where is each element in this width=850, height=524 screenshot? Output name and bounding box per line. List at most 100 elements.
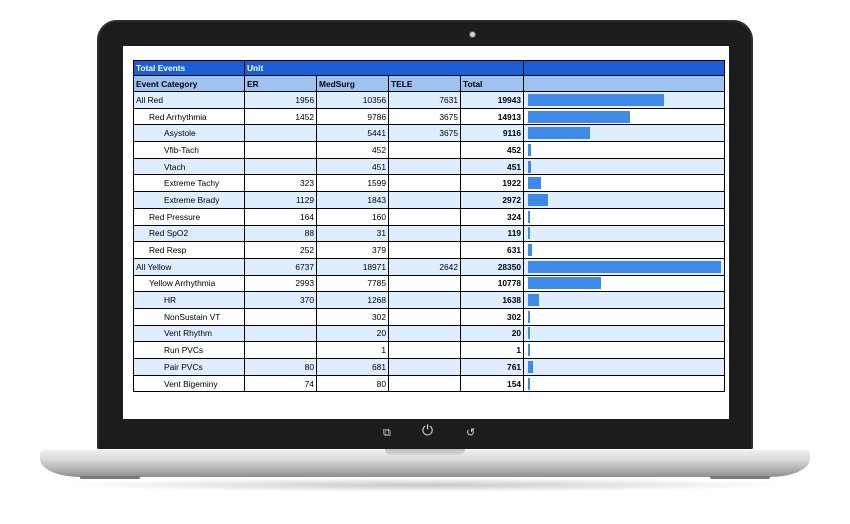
cell-er bbox=[244, 124, 317, 143]
cell-event-category: Red SpO2 bbox=[133, 224, 245, 243]
header-bar-blank bbox=[523, 60, 726, 76]
cell-event-category: Vent Bigeminy bbox=[133, 374, 245, 393]
cell-medsurg: 681 bbox=[316, 358, 389, 376]
cell-bar bbox=[523, 207, 726, 226]
cell-medsurg: 302 bbox=[316, 307, 389, 326]
table-row[interactable]: Yellow Arrhythmia 2993 7785 10778 bbox=[133, 274, 726, 293]
cell-tele bbox=[388, 207, 461, 226]
total-bar bbox=[528, 93, 665, 106]
cell-tele: 2642 bbox=[388, 257, 461, 276]
cell-er: 80 bbox=[244, 358, 317, 376]
table-row[interactable]: Red Pressure 164 160 324 bbox=[133, 207, 726, 226]
cell-tele bbox=[388, 358, 461, 376]
cell-medsurg: 9786 bbox=[316, 107, 389, 126]
cell-tele bbox=[388, 157, 461, 176]
total-bar bbox=[528, 110, 631, 123]
cell-er: 1452 bbox=[244, 107, 317, 126]
column-header-total[interactable]: Total bbox=[459, 75, 525, 92]
cell-bar bbox=[523, 374, 726, 393]
table-row[interactable]: NonSustain VT 302 302 bbox=[133, 307, 726, 326]
cell-event-category: Red Resp bbox=[133, 241, 245, 259]
total-bar bbox=[528, 360, 534, 373]
cell-medsurg: 10356 bbox=[316, 91, 389, 109]
table-row[interactable]: Vtach 451 451 bbox=[133, 157, 726, 176]
cell-medsurg: 452 bbox=[316, 141, 389, 159]
table-row[interactable]: Run PVCs 1 1 bbox=[133, 341, 726, 359]
cell-bar bbox=[523, 358, 726, 376]
cell-medsurg: 7785 bbox=[316, 274, 389, 293]
power-icon[interactable]: ⏻ bbox=[422, 423, 434, 439]
cell-total: 324 bbox=[459, 207, 525, 226]
table-row[interactable]: HR 370 1268 1638 bbox=[133, 291, 726, 309]
cell-tele bbox=[388, 274, 461, 293]
cell-bar bbox=[523, 274, 726, 293]
table-row[interactable]: All Red 1956 10356 7631 19943 bbox=[133, 91, 726, 109]
table-row[interactable]: Red Resp 252 379 631 bbox=[133, 241, 726, 259]
cell-bar bbox=[523, 224, 726, 243]
cell-total: 14913 bbox=[459, 107, 525, 126]
cell-medsurg: 1843 bbox=[316, 191, 389, 209]
cell-total: 28350 bbox=[459, 257, 525, 276]
cell-event-category: Yellow Arrhythmia bbox=[133, 274, 245, 293]
table-row[interactable]: Pair PVCs 80 681 761 bbox=[133, 358, 726, 376]
table-row[interactable]: Asystole 5441 3675 9116 bbox=[133, 124, 726, 143]
cell-total: 451 bbox=[459, 157, 525, 176]
cell-total: 9116 bbox=[459, 124, 525, 143]
table-row[interactable]: Extreme Tachy 323 1599 1922 bbox=[133, 174, 726, 193]
total-bar bbox=[528, 210, 531, 223]
total-bar bbox=[528, 177, 542, 190]
cell-total: 119 bbox=[459, 224, 525, 243]
cell-total: 10778 bbox=[459, 274, 525, 293]
table-row[interactable]: Vfib-Tach 452 452 bbox=[133, 141, 726, 159]
total-bar bbox=[528, 310, 531, 323]
back-icon[interactable]: ↺ bbox=[466, 426, 476, 439]
table-row[interactable]: Extreme Brady 1129 1843 2972 bbox=[133, 191, 726, 209]
total-bar bbox=[528, 260, 722, 273]
column-header-tele[interactable]: TELE bbox=[388, 75, 461, 92]
cell-er: 88 bbox=[244, 224, 317, 243]
cell-er bbox=[244, 157, 317, 176]
cell-medsurg: 31 bbox=[316, 224, 389, 243]
cell-bar bbox=[523, 191, 726, 209]
cell-medsurg: 5441 bbox=[316, 124, 389, 143]
cell-tele: 7631 bbox=[388, 91, 461, 109]
cell-tele bbox=[388, 341, 461, 359]
table-row[interactable]: Red Arrhythmia 1452 9786 3675 14913 bbox=[133, 107, 726, 126]
cell-er: 252 bbox=[244, 241, 317, 259]
column-header-bar bbox=[523, 75, 726, 92]
total-bar bbox=[528, 244, 533, 257]
cell-er: 370 bbox=[244, 291, 317, 309]
table-row[interactable]: Red SpO2 88 31 119 bbox=[133, 224, 726, 243]
cell-total: 154 bbox=[459, 374, 525, 393]
cell-total: 452 bbox=[459, 141, 525, 159]
cell-event-category: HR bbox=[133, 291, 245, 309]
cell-bar bbox=[523, 257, 726, 276]
header-total-events: Total Events bbox=[133, 60, 245, 76]
table-row[interactable]: All Yellow 6737 18971 2642 28350 bbox=[133, 257, 726, 276]
cell-event-category: Pair PVCs bbox=[133, 358, 245, 376]
column-header-er[interactable]: ER bbox=[244, 75, 317, 92]
cell-event-category: Red Pressure bbox=[133, 207, 245, 226]
column-header-medsurg[interactable]: MedSurg bbox=[316, 75, 389, 92]
cell-medsurg: 1599 bbox=[316, 174, 389, 193]
cell-tele bbox=[388, 191, 461, 209]
cell-total: 19943 bbox=[459, 91, 525, 109]
table-row[interactable]: Vent Bigeminy 74 80 154 bbox=[133, 374, 726, 393]
header-unit: Unit bbox=[243, 60, 525, 76]
cell-bar bbox=[523, 341, 726, 359]
total-bar bbox=[528, 227, 531, 240]
cell-total: 2972 bbox=[459, 191, 525, 209]
cell-event-category: Vtach bbox=[133, 157, 245, 176]
cell-tele: 3675 bbox=[388, 107, 461, 126]
cell-event-category: All Yellow bbox=[133, 257, 245, 276]
table-row[interactable]: Vent Rhythm 20 20 bbox=[133, 324, 726, 343]
cell-bar bbox=[523, 241, 726, 259]
recent-apps-icon[interactable]: ⧉ bbox=[383, 426, 391, 439]
cell-event-category: All Red bbox=[133, 91, 245, 109]
cell-tele bbox=[388, 374, 461, 393]
cell-tele: 3675 bbox=[388, 124, 461, 143]
column-header-event-category[interactable]: Event Category bbox=[133, 75, 245, 92]
laptop-foot-left bbox=[80, 476, 140, 479]
laptop-hinge-notch bbox=[385, 449, 465, 455]
total-bar bbox=[528, 160, 532, 173]
